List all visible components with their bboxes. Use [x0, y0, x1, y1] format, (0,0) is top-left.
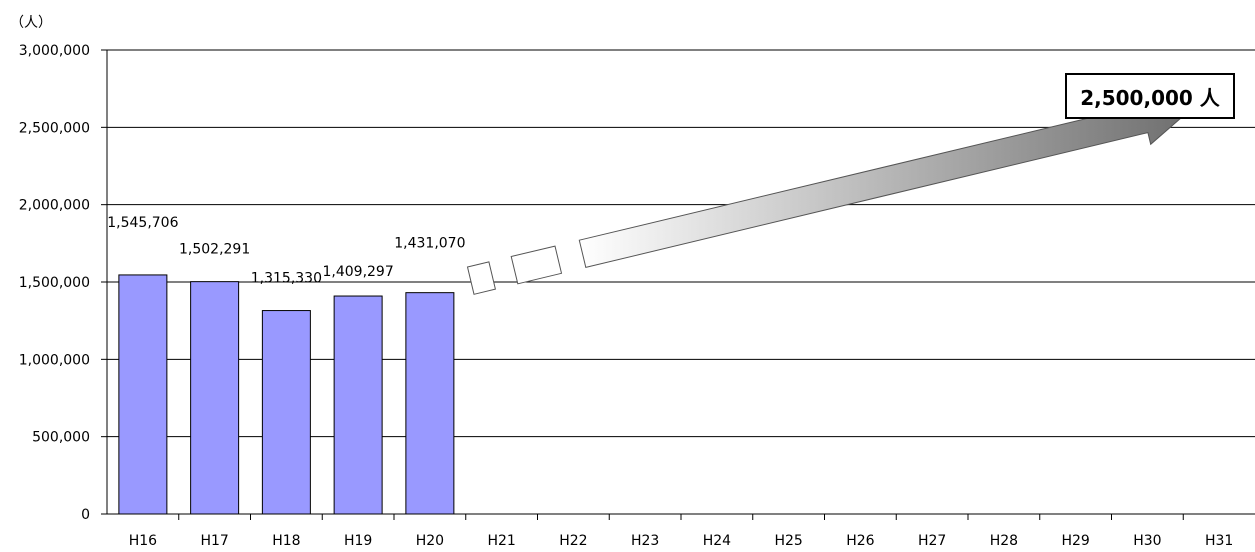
target-value-box: 2,500,000 人 — [1065, 73, 1235, 119]
x-tick-label: H23 — [631, 533, 659, 549]
y-tick-label: 0 — [81, 507, 90, 523]
data-label: 1,431,070 — [394, 236, 465, 252]
trend-arrow-shape — [578, 93, 1195, 269]
x-tick-label: H28 — [990, 533, 1018, 549]
bar — [190, 281, 240, 515]
x-tick-label: H30 — [1133, 533, 1161, 549]
y-unit-label: （人） — [10, 15, 52, 31]
data-label: 1,545,706 — [107, 215, 178, 231]
x-tick-label: H31 — [1205, 533, 1233, 549]
x-tick-label: H25 — [774, 533, 802, 549]
x-tick-label: H22 — [559, 533, 587, 549]
x-tick-label: H20 — [416, 533, 444, 549]
trend-segment — [510, 245, 563, 285]
bar — [405, 292, 455, 515]
x-tick-label: H27 — [918, 533, 946, 549]
trend-segment — [466, 261, 497, 295]
x-tick-label: H18 — [272, 533, 300, 549]
y-tick-label: 500,000 — [32, 430, 90, 446]
bar — [118, 274, 168, 515]
x-tick-label: H19 — [344, 533, 372, 549]
axes: 0 500,000 1,000,000 1,500,000 2,000,000 2,500… — [19, 43, 1255, 549]
x-tick-label: H21 — [487, 533, 515, 549]
bar — [261, 310, 311, 515]
y-tick-label: 3,000,000 — [19, 43, 90, 59]
y-tick-label: 2,000,000 — [19, 198, 90, 214]
data-label: 1,315,330 — [251, 271, 322, 287]
x-tick-label: H29 — [1061, 533, 1089, 549]
x-tick-label: H17 — [200, 533, 228, 549]
bar — [333, 295, 383, 515]
data-label: 1,502,291 — [179, 242, 250, 258]
x-tick-label: H16 — [129, 533, 157, 549]
y-tick-label: 1,000,000 — [19, 352, 90, 368]
y-tick-label: 1,500,000 — [19, 275, 90, 291]
x-tick-label: H24 — [703, 533, 731, 549]
x-tick-label: H26 — [846, 533, 874, 549]
y-tick-label: 2,500,000 — [19, 120, 90, 136]
data-label: 1,409,297 — [322, 264, 393, 280]
trend-arrow — [466, 93, 1195, 295]
bars — [118, 274, 455, 515]
